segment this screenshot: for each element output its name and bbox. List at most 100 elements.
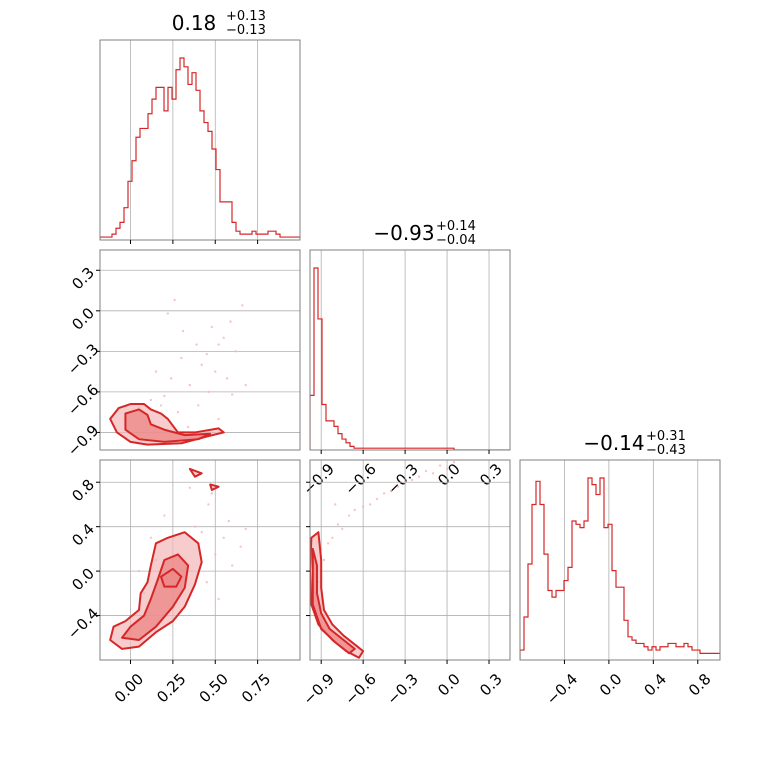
title-value: 0.18	[172, 11, 217, 35]
x-tick-label: −0.6	[341, 460, 379, 498]
axes-frame	[519, 459, 721, 661]
hist-3: −0.14 +0.31−0.43 −0.4 0.0 0.4 0.8	[519, 429, 721, 709]
scatter-point	[200, 531, 203, 534]
y-tick-label: −0.9	[64, 421, 102, 459]
title-upper-error: +0.13	[226, 9, 266, 24]
scatter-point	[169, 377, 173, 380]
scatter-point	[163, 394, 166, 398]
scatter-point	[214, 553, 217, 556]
title-lower-error: −0.13	[226, 23, 266, 38]
scatter-point	[149, 536, 153, 539]
hist-1-plot-area	[100, 40, 300, 240]
axes-frame	[309, 249, 511, 451]
scatter-point	[347, 514, 351, 517]
scatter-point	[241, 304, 244, 307]
scatter-point	[326, 542, 330, 545]
scatter-3-1: 0.00 0.25 0.50 0.75 −0.4 0.0 0.4 0.8	[64, 459, 301, 706]
x-tick-label: −0.9	[299, 460, 337, 498]
contour-inner	[124, 408, 212, 443]
scatter-point	[382, 492, 386, 495]
contour-outer	[188, 467, 203, 478]
x-tick-label: −0.9	[299, 670, 337, 708]
scatter-point	[217, 343, 220, 346]
scatter-point	[222, 536, 225, 539]
axes-frame	[309, 459, 511, 661]
y-tick-label: 0.4	[68, 520, 98, 550]
x-tick-label: 0.0	[596, 670, 626, 700]
y-tick-label: 0.8	[68, 476, 98, 506]
contour-inner	[160, 567, 183, 588]
scatter-point	[176, 410, 180, 414]
y-tick-label: −0.6	[64, 381, 102, 419]
scatter-point	[229, 320, 232, 323]
scatter-point	[234, 350, 237, 353]
scatter-point	[322, 558, 326, 562]
panel-title: −0.93	[373, 221, 434, 245]
panel-title: −0.14	[583, 431, 644, 455]
scatter-point	[205, 581, 208, 584]
scatter-point	[137, 569, 141, 573]
scatter-point	[389, 489, 393, 493]
x-tick-label: −0.6	[341, 670, 379, 708]
scatter-point	[166, 312, 169, 315]
scatter-point	[163, 514, 166, 517]
axes-frame	[99, 249, 301, 451]
scatter-point	[214, 370, 217, 373]
hist-2: −0.93 +0.14−0.04 −0.9 −0.6 −0.3 0.0 0.3	[299, 219, 511, 499]
scatter-point	[149, 398, 153, 402]
scatter-point	[410, 478, 414, 482]
axes-frame	[99, 39, 301, 241]
scatter-point	[438, 464, 442, 467]
scatter-3-2: −0.9 −0.6 −0.3 0.0 0.3	[299, 459, 511, 709]
scatter-point	[193, 525, 197, 528]
title-lower-error: −0.43	[646, 443, 686, 458]
x-tick-label: −0.3	[383, 460, 421, 498]
scatter-point	[188, 383, 192, 387]
scatter-point	[217, 417, 220, 421]
scatter-point	[340, 527, 344, 531]
x-tick-label: 0.00	[111, 670, 147, 706]
y-tick-label: 0.0	[68, 564, 98, 594]
scatter-3-2-plot-area	[310, 460, 510, 660]
y-tick-label: −0.4	[64, 604, 102, 642]
scatter-point	[331, 536, 334, 539]
scatter-point	[222, 336, 225, 340]
scatter-point	[403, 481, 407, 484]
scatter-point	[231, 564, 234, 567]
scatter-point	[333, 503, 337, 506]
scatter-point	[154, 370, 158, 373]
x-tick-label: 0.3	[476, 460, 506, 490]
x-tick-label: 0.25	[153, 670, 189, 706]
scatter-point	[239, 545, 242, 548]
x-tick-label: 0.0	[434, 670, 464, 700]
scatter-point	[361, 505, 365, 508]
x-tick-label: 0.0	[434, 460, 464, 490]
scatter-point	[227, 519, 231, 523]
axes-frame	[99, 459, 301, 661]
scatter-point	[244, 383, 247, 387]
histogram-steps	[520, 477, 720, 660]
hist-2-plot-area	[310, 250, 510, 450]
scatter-point	[207, 503, 210, 506]
scatter-point	[375, 497, 379, 501]
scatter-point	[195, 343, 198, 346]
histogram-steps	[310, 267, 510, 450]
scatter-point	[210, 492, 214, 495]
x-tick-label: 0.8	[685, 670, 715, 700]
scatter-point	[210, 325, 214, 329]
scatter-point	[452, 461, 456, 464]
scatter-point	[225, 377, 229, 380]
scatter-point	[197, 404, 200, 407]
x-tick-label: −0.4	[543, 670, 581, 708]
title-upper-error: +0.31	[646, 429, 686, 444]
scatter-point	[181, 329, 185, 333]
hist-1: 0.18 +0.13−0.13	[99, 9, 301, 244]
scatter-2-1-plot-area	[100, 269, 300, 446]
scatter-2-1: −0.9−0.6−0.3 0.0 0.3	[64, 249, 301, 460]
scatter-point	[431, 472, 435, 475]
scatter-point	[244, 527, 247, 531]
title-value: −0.14	[583, 431, 644, 455]
x-tick-label: 0.75	[238, 670, 274, 706]
scatter-point	[336, 523, 340, 526]
scatter-point	[396, 485, 400, 488]
